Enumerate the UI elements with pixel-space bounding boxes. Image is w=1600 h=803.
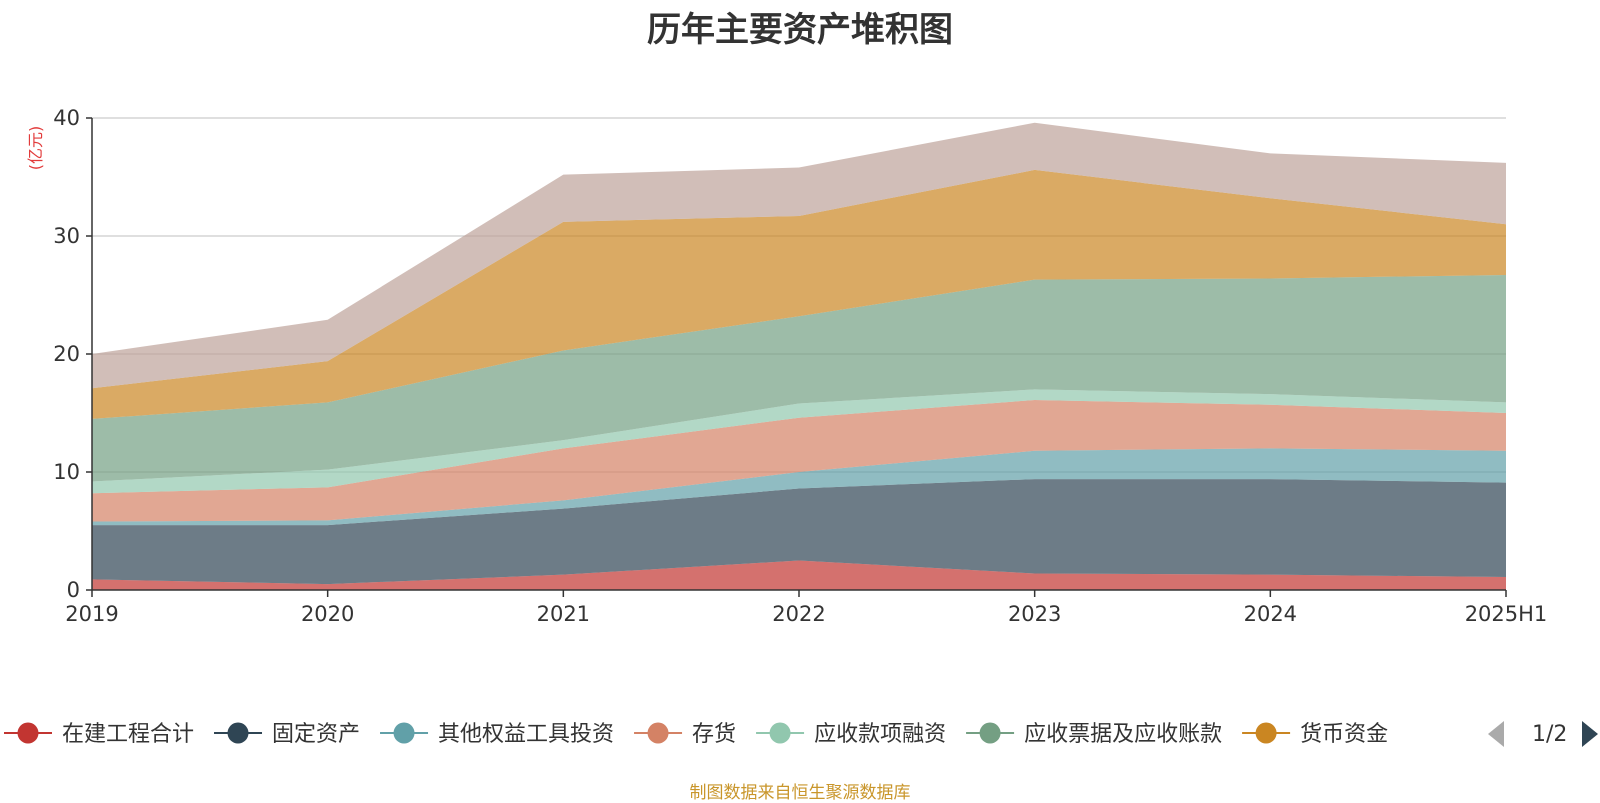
area-series-4 — [92, 400, 1506, 522]
legend-label-4[interactable]: 存货 — [692, 722, 736, 747]
x-tick-label: 2021 — [537, 602, 590, 626]
data-source-note: 制图数据来自恒生聚源数据库 — [689, 783, 911, 803]
y-tick-label: 30 — [53, 224, 80, 248]
legend-label-2[interactable]: 固定资产 — [272, 722, 360, 747]
legend-next-page-icon[interactable] — [1582, 721, 1598, 747]
legend-marker-1[interactable] — [17, 722, 39, 744]
area-series-1 — [92, 560, 1506, 590]
legend-label-3[interactable]: 其他权益工具投资 — [438, 722, 614, 747]
legend-page-indicator: 1/2 — [1532, 722, 1567, 747]
area-series-5 — [92, 389, 1506, 494]
legend-marker-7[interactable] — [1255, 722, 1277, 744]
x-tick-label: 2019 — [65, 602, 118, 626]
y-tick-label: 40 — [53, 106, 80, 130]
legend-prev-page-icon[interactable] — [1488, 721, 1504, 747]
legend-marker-6[interactable] — [979, 722, 1001, 744]
x-tick-label: 2020 — [301, 602, 354, 626]
area-series-7 — [92, 169, 1506, 419]
y-tick-label: 20 — [53, 342, 80, 366]
area-series-2 — [92, 479, 1506, 585]
x-tick-label: 2022 — [772, 602, 825, 626]
x-tick-label: 2023 — [1008, 602, 1061, 626]
legend-marker-2[interactable] — [227, 722, 249, 744]
legend-label-7[interactable]: 货币资金 — [1300, 722, 1388, 747]
legend-marker-5[interactable] — [769, 722, 791, 744]
legend-marker-3[interactable] — [393, 722, 415, 744]
legend-label-6[interactable]: 应收票据及应收账款 — [1024, 722, 1222, 747]
area-series-6 — [92, 274, 1506, 482]
y-tick-label: 0 — [67, 578, 80, 602]
chart-title: 历年主要资产堆积图 — [647, 10, 953, 50]
area-series-3 — [92, 448, 1506, 526]
x-tick-label: 2024 — [1244, 602, 1297, 626]
legend-label-1[interactable]: 在建工程合计 — [62, 722, 194, 747]
legend-label-5[interactable]: 应收款项融资 — [814, 722, 946, 747]
legend-marker-4[interactable] — [647, 722, 669, 744]
x-tick-label: 2025H1 — [1465, 602, 1548, 626]
area-series-8 — [92, 122, 1506, 389]
y-tick-label: 10 — [53, 460, 80, 484]
